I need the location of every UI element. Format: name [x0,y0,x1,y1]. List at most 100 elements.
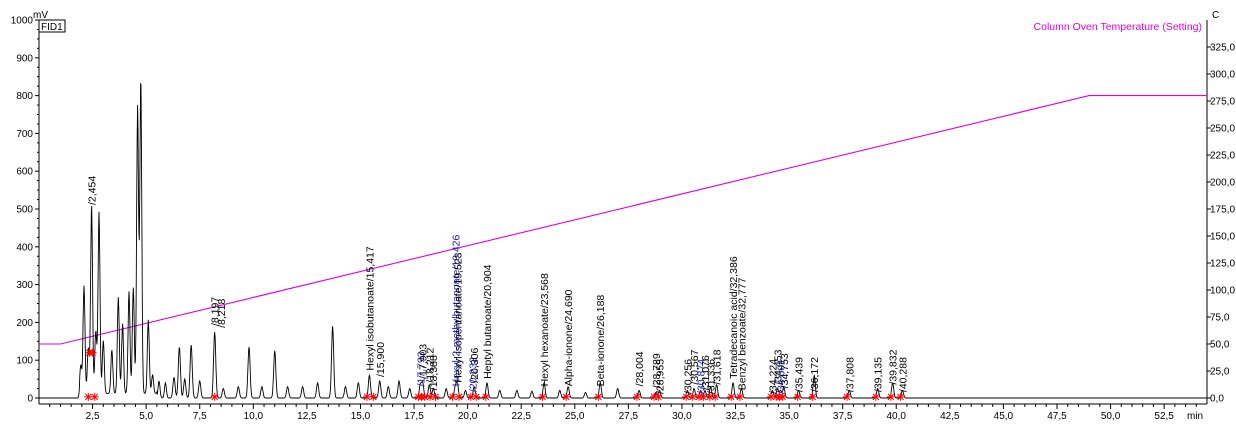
temperature-series [39,95,1207,345]
mark-stroke [211,393,219,401]
integration-mark [766,392,775,401]
mark-stroke [897,393,904,401]
mark-stroke [455,393,463,401]
detector-box: FID1 [38,19,66,33]
mark-stroke [706,393,714,401]
integration-mark [705,392,714,401]
temperature-line [39,95,1207,345]
x-tick-label: 30,0 [672,411,692,422]
y-left-tick-label: 400 [16,242,33,253]
integration-mark [88,348,97,357]
peak-label: /8,218 [216,299,228,328]
integration-mark [538,392,547,401]
mark-stroke [794,393,802,401]
mark-stroke [736,393,744,401]
mark-stroke [700,393,707,401]
peak-label: /28,955 [655,359,667,394]
peak-label: Alpha-ionone/24,690 [563,289,575,386]
peak-label: Hexyl isopentanoate/19,523 [452,252,464,382]
integration-mark [842,392,851,401]
mark-stroke [539,393,546,401]
mark-stroke [779,393,787,401]
integration-mark [793,392,802,401]
peak-label: /20,232 [468,357,480,392]
peak-label: /28,789 [651,353,663,388]
y-right-tick-label: 175,0 [1210,205,1235,216]
x-tick-label: 52,5 [1154,411,1174,422]
x-tick-label: 5,0 [139,411,153,422]
x-tick-label: 45,0 [994,411,1014,422]
y-left-tick-label: 500 [16,205,33,216]
integration-mark [90,392,99,401]
y-right-tick-label: 100,0 [1210,286,1235,297]
peak-label: /20,306 [469,348,481,383]
peak-label: /31,618 [712,349,724,384]
peak-label: Hexyl isobutanoate/15,417 [364,246,376,370]
y-right-tick-label: 325,0 [1210,43,1235,54]
y-left-tick-label: 900 [16,53,33,64]
integration-mark [455,392,464,401]
x-tick-label: 40,0 [887,411,907,422]
y-left-tick-label: 700 [16,129,33,140]
integration-mark [808,392,817,401]
peak-label: /35,439 [794,357,806,392]
y-right-tick-label: 250,0 [1210,124,1235,135]
mark-stroke [421,393,429,401]
integration-mark [654,392,663,401]
integration-mark [727,392,736,401]
y-left-tick-label: 300 [16,280,33,291]
peak-label: Benzyl benzoate/32,777 [737,277,749,390]
y-right-tick-label: 25,0 [1210,367,1230,378]
y-right-tick-label: 300,0 [1210,70,1235,81]
x-tick-label: 42,5 [940,411,960,422]
peak-label: /34,224 [768,359,780,394]
integration-mark [562,392,571,401]
mark-stroke [562,393,570,401]
y-right-tick-label: 50,0 [1210,340,1230,351]
peak-label: /39,832 [888,349,900,384]
chromatogram-series [39,83,1207,399]
mark-stroke [887,393,895,401]
x-tick-label: 35,0 [779,411,799,422]
mark-stroke [449,393,456,401]
mark-stroke [84,393,92,401]
peak-label: /31,336 [706,359,718,394]
mark-stroke [91,393,99,401]
x-tick-label: 2,5 [86,411,100,422]
mark-stroke [467,393,475,401]
mark-stroke [432,393,439,401]
y-right-unit-label: C [1212,10,1219,21]
mark-stroke [711,393,719,401]
peak-label: Tetradecanoic acid/32,386 [728,256,740,379]
peak-label: Hexyl hexanoate/23,568 [539,273,551,386]
mark-stroke [727,393,735,401]
mark-stroke [689,393,697,401]
x-tick-label: 37,5 [833,411,853,422]
integration-mark [886,392,895,401]
mark-stroke [872,393,880,401]
y-right-tick-label: 0,0 [1210,394,1224,405]
integration-mark [896,392,905,401]
x-tick-label: 27,5 [619,411,639,422]
y-right-tick-label: 75,0 [1210,313,1230,324]
x-tick-label: 25,0 [565,411,585,422]
mark-stroke [809,393,817,401]
peak-label: /8,197 [210,297,222,326]
mark-stroke [89,349,96,356]
mark-stroke [369,393,377,401]
mark-stroke [482,393,490,401]
peak-label: /30,567 [689,349,701,384]
integration-mark [210,392,219,401]
peak-label: /40,288 [897,357,909,392]
integration-mark [699,392,708,401]
y-left-tick-label: 600 [16,167,33,178]
x-tick-label: 20,0 [458,411,478,422]
integration-mark [735,392,744,401]
peak-label: /15,900 [375,342,387,377]
integration-mark [871,392,880,401]
x-tick-label: 15,0 [351,411,371,422]
integration-mark [481,392,490,401]
x-tick-label: 7,5 [193,411,207,422]
integration-mark [594,392,603,401]
